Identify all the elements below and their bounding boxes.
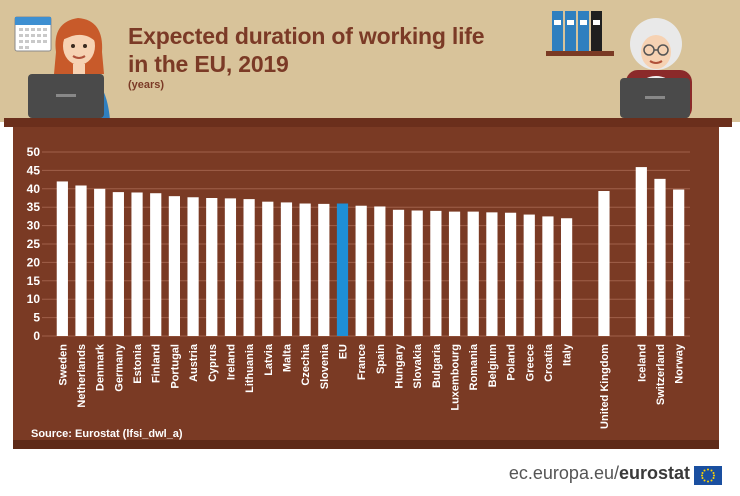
bar-denmark — [94, 188, 106, 336]
binders-icon — [546, 11, 614, 56]
laptop-icon — [620, 78, 690, 118]
y-tick-label: 45 — [27, 163, 41, 177]
footer-branding: ec.europa.eu/eurostat — [509, 463, 690, 484]
calendar-icon — [14, 16, 52, 52]
x-tick-label: Croatia — [543, 343, 555, 382]
source-note: Source: Eurostat (lfsi_dwl_a) — [31, 428, 183, 440]
y-tick-label: 0 — [33, 329, 40, 343]
bar-greece — [523, 214, 535, 336]
y-tick-label: 5 — [33, 311, 40, 325]
bar-slovakia — [411, 210, 423, 336]
bar-bulgaria — [430, 210, 442, 336]
x-tick-label: Denmark — [95, 343, 107, 391]
x-tick-label: Switzerland — [655, 344, 667, 405]
x-tick-label: Netherlands — [76, 344, 88, 408]
bar-portugal — [168, 196, 180, 336]
x-tick-label: Iceland — [636, 344, 648, 382]
y-tick-label: 15 — [27, 274, 41, 288]
footer-site: ec.europa.eu/ — [508, 463, 619, 483]
x-tick-label: Norway — [674, 343, 686, 384]
x-tick-label: Malta — [281, 343, 293, 372]
bar-norway — [673, 189, 685, 336]
x-tick-label: United Kingdom — [599, 344, 611, 429]
x-tick-label: Bulgaria — [431, 343, 443, 388]
x-tick-label: Spain — [375, 344, 387, 374]
x-tick-label: Ireland — [225, 344, 237, 380]
x-tick-label: Hungary — [394, 343, 406, 389]
bar-ireland — [224, 198, 237, 336]
bar-cyprus — [206, 198, 218, 336]
bar-iceland — [635, 167, 647, 336]
x-tick-label: Slovenia — [319, 343, 331, 389]
x-tick-label: Slovakia — [412, 343, 424, 389]
bar-spain — [374, 206, 386, 336]
desk-top — [4, 118, 732, 127]
chart-subtitle: (years) — [128, 79, 165, 91]
y-tick-label: 20 — [27, 255, 41, 269]
bar-slovenia — [318, 203, 330, 336]
bar-eu — [336, 203, 349, 336]
x-tick-label: Czechia — [300, 343, 312, 385]
bar-france — [355, 205, 367, 336]
x-tick-label: Finland — [151, 344, 163, 383]
bar-netherlands — [75, 185, 87, 336]
bar-belgium — [486, 212, 498, 336]
x-tick-label: Estonia — [132, 343, 144, 384]
x-tick-label: France — [356, 344, 368, 380]
bar-finland — [150, 193, 162, 336]
bar-italy — [561, 218, 573, 336]
x-tick-label: Cyprus — [207, 344, 219, 382]
x-tick-label: Poland — [506, 344, 518, 381]
x-tick-label: Luxembourg — [450, 344, 462, 411]
x-tick-label: Lithuania — [244, 343, 256, 393]
eu-flag-icon — [694, 466, 722, 485]
wall-background — [0, 0, 740, 122]
bar-romania — [467, 211, 479, 336]
bar-switzerland — [654, 178, 666, 336]
desk-skirt — [13, 440, 719, 449]
y-tick-label: 10 — [27, 292, 41, 306]
y-tick-label: 30 — [27, 219, 41, 233]
x-tick-label: EU — [337, 344, 349, 359]
bar-czechia — [299, 203, 311, 336]
x-tick-label: Latvia — [263, 343, 275, 376]
bars — [56, 167, 685, 336]
y-axis-ticks: 0 5 10 15 20 25 30 35 40 45 50 — [27, 145, 41, 343]
x-tick-label: Italy — [562, 343, 574, 366]
y-tick-label: 50 — [27, 145, 41, 159]
x-tick-label: Sweden — [57, 344, 69, 386]
bar-luxembourg — [448, 211, 461, 336]
x-tick-label: Belgium — [487, 344, 499, 388]
y-tick-label: 25 — [27, 237, 41, 251]
x-tick-label: Germany — [113, 343, 125, 392]
bar-germany — [112, 192, 124, 336]
x-tick-label: Austria — [188, 343, 200, 382]
x-tick-label: Greece — [524, 344, 536, 381]
y-tick-label: 35 — [27, 200, 41, 214]
bar-estonia — [131, 192, 143, 336]
bar-malta — [280, 202, 293, 336]
bar-latvia — [262, 201, 274, 336]
y-tick-label: 40 — [27, 182, 41, 196]
bar-poland — [504, 212, 517, 336]
bar-hungary — [392, 209, 405, 336]
page-title: Expected duration of working life in the… — [128, 23, 485, 77]
x-tick-label: Portugal — [169, 344, 181, 389]
x-tick-label: Romania — [468, 343, 480, 390]
bar-croatia — [542, 216, 554, 336]
laptop-icon — [28, 74, 104, 118]
bar-sweden — [56, 181, 68, 336]
x-axis-labels: Sweden Netherlands Denmark Germany Estonia Fi… — [57, 343, 685, 429]
bar-lithuania — [243, 199, 255, 336]
bar-united-kingdom — [598, 191, 610, 336]
bar-austria — [187, 197, 199, 336]
footer-brand: eurostat — [618, 463, 690, 483]
